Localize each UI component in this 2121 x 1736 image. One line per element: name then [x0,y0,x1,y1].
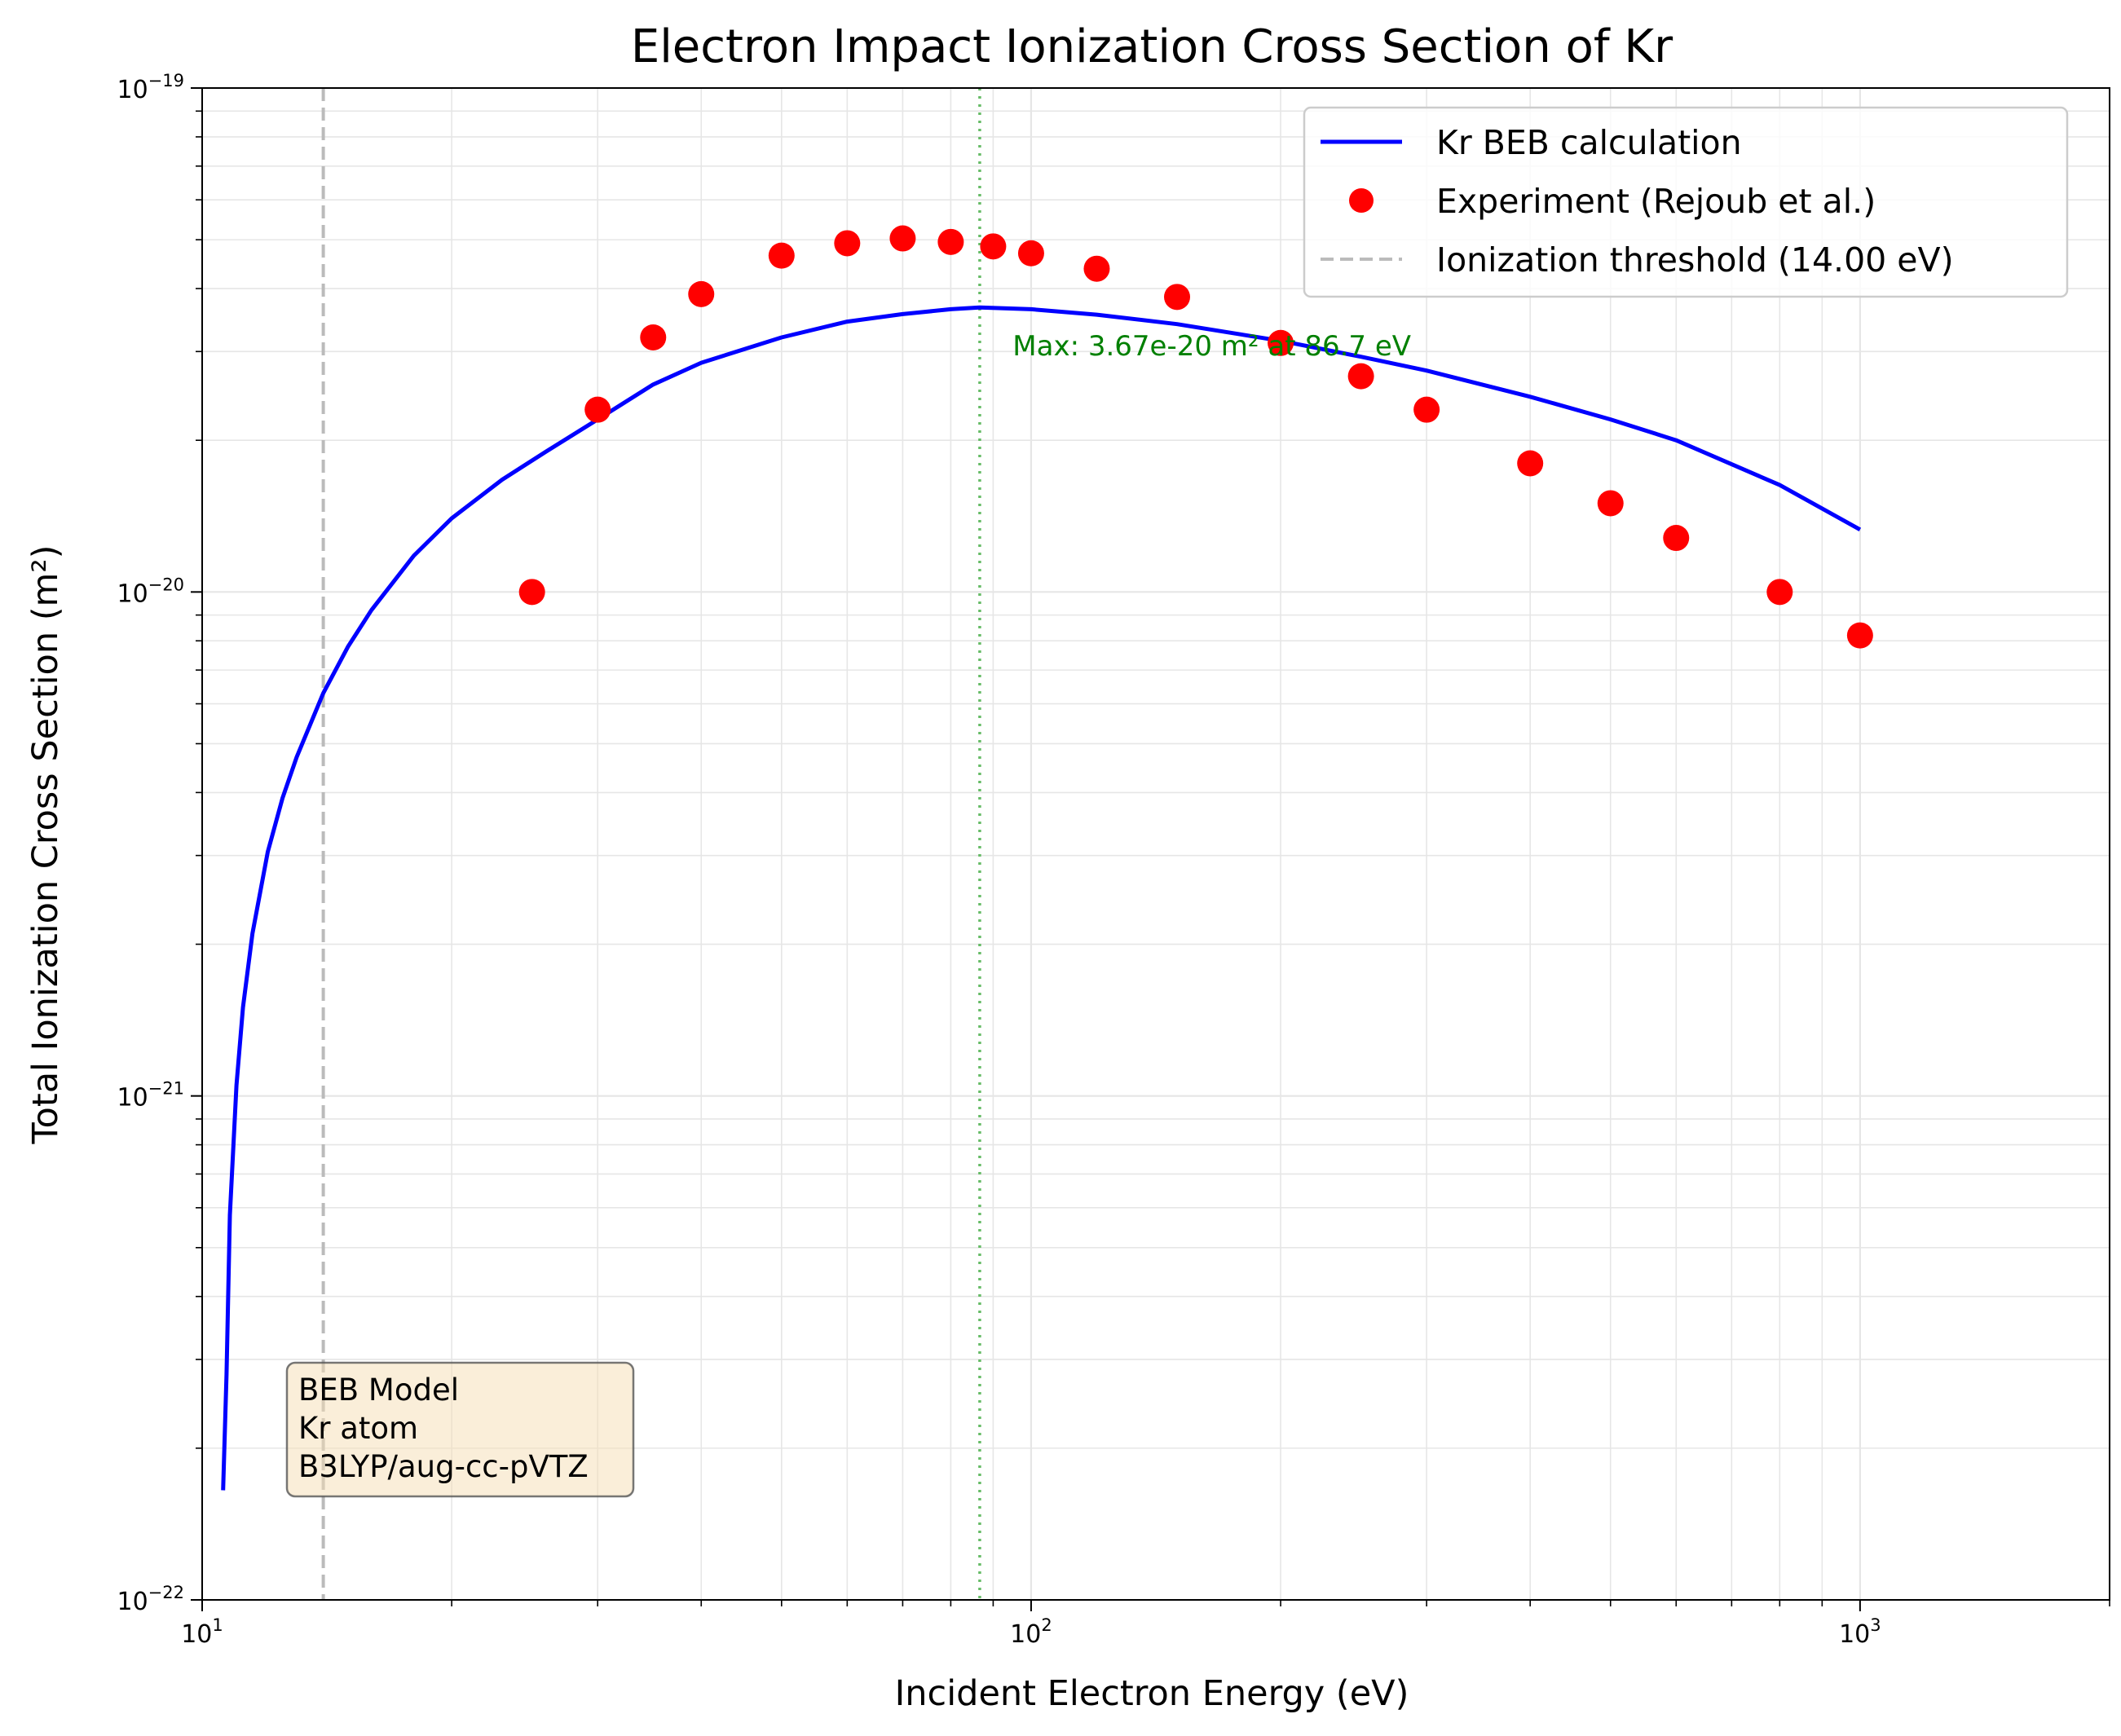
experiment-point [640,324,667,350]
x-tick-label: 102 [1010,1615,1052,1649]
reference-lines [321,88,981,1600]
info-box-line-method: B3LYP/aug-cc-pVTZ [298,1449,589,1484]
experiment-point [937,228,964,255]
legend-label-experiment: Experiment (Rejoub et al.) [1436,182,1876,221]
legend: Kr BEB calculation Experiment (Rejoub et… [1303,106,2069,298]
experiment-point [1517,450,1544,477]
experiment-point [1663,525,1690,552]
beb-curve [221,305,1862,1491]
x-tick-label: 101 [181,1615,223,1649]
experiment-point [980,233,1007,260]
info-box: BEB Model Kr atom B3LYP/aug-cc-pVTZ [285,1361,635,1498]
x-tick-label: 103 [1839,1615,1881,1649]
experiment-point [1164,284,1191,311]
experiment-point [768,242,795,269]
legend-label-threshold: Ionization threshold (14.00 eV) [1436,240,1954,280]
x-axis-title: Incident Electron Energy (eV) [895,1673,1409,1714]
info-box-line-model: BEB Model [298,1372,459,1408]
chart-title: Electron Impact Ionization Cross Section… [631,20,1673,73]
max-annotation: Max: 3.67e-20 m² at 86.7 eV [1012,330,1411,363]
experiment-point [1017,240,1044,267]
experiment-point [1413,396,1440,423]
legend-label-beb: Kr BEB calculation [1436,123,1742,162]
series-layer [221,225,1873,1491]
info-box-background [285,1361,635,1498]
experiment-point [584,396,611,423]
legend-frame [1303,106,2069,298]
y-tick-label: 10−19 [117,71,184,104]
experiment-point [1083,255,1110,282]
y-tick-label: 10−22 [117,1583,184,1616]
experiment-point [518,579,545,606]
legend-swatch-experiment-marker [1349,188,1374,213]
plot-frame [201,87,2110,1601]
experiment-point [1846,622,1873,649]
experiment-point [1766,579,1793,606]
experiment-point [1347,363,1374,390]
y-axis-title: Total Ionization Cross Section (m²) [25,545,66,1145]
y-tick-label: 10−20 [117,575,184,608]
experiment-point [1268,329,1294,356]
axis-ticks: 101 102 103 10−22 10−21 10−20 10−19 [117,71,2110,1649]
experiment-point [889,225,916,252]
experiment-point [1597,490,1624,517]
experiment-point [834,230,861,257]
annotation-layer: Max: 3.67e-20 m² at 86.7 eV [1012,330,1411,363]
y-tick-label: 10−21 [117,1079,184,1113]
info-box-line-atom: Kr atom [298,1411,418,1446]
experiment-point [688,280,715,307]
